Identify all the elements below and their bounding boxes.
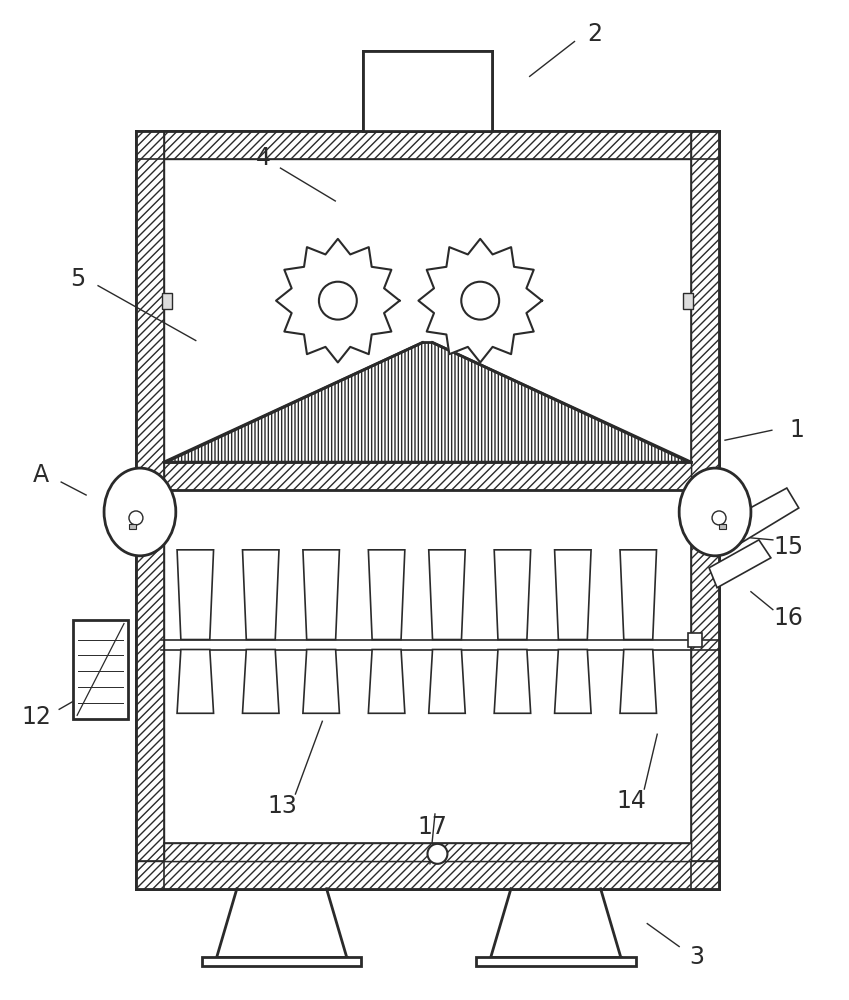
Bar xyxy=(129,524,136,529)
Bar xyxy=(136,131,719,159)
Circle shape xyxy=(129,511,143,525)
Polygon shape xyxy=(494,550,531,640)
Polygon shape xyxy=(166,343,689,462)
Polygon shape xyxy=(554,650,591,713)
Bar xyxy=(164,843,691,861)
Text: 2: 2 xyxy=(587,22,602,46)
Polygon shape xyxy=(620,650,656,713)
Text: 12: 12 xyxy=(21,705,51,729)
Circle shape xyxy=(428,844,447,864)
Ellipse shape xyxy=(104,468,176,556)
Bar xyxy=(202,957,362,966)
Text: 16: 16 xyxy=(774,606,804,630)
Bar xyxy=(164,462,691,490)
Polygon shape xyxy=(243,650,279,713)
Polygon shape xyxy=(620,550,656,640)
Polygon shape xyxy=(429,550,465,640)
Bar xyxy=(363,51,492,131)
Bar xyxy=(162,293,171,309)
Text: 1: 1 xyxy=(790,418,804,442)
Text: 15: 15 xyxy=(773,535,804,559)
Bar xyxy=(683,293,693,309)
Bar xyxy=(476,957,636,966)
Polygon shape xyxy=(243,550,279,640)
Text: 3: 3 xyxy=(689,945,705,969)
Polygon shape xyxy=(177,550,214,640)
Polygon shape xyxy=(429,650,465,713)
Polygon shape xyxy=(419,239,542,362)
Circle shape xyxy=(712,511,726,525)
Polygon shape xyxy=(554,550,591,640)
Text: 4: 4 xyxy=(256,146,271,170)
Polygon shape xyxy=(368,550,405,640)
Bar xyxy=(164,490,691,861)
Polygon shape xyxy=(276,239,400,362)
Text: 5: 5 xyxy=(70,267,86,291)
Bar xyxy=(73,620,128,719)
Bar xyxy=(136,131,164,889)
Bar xyxy=(136,861,719,889)
Text: A: A xyxy=(33,463,49,487)
Polygon shape xyxy=(709,540,771,588)
Polygon shape xyxy=(303,650,340,713)
Polygon shape xyxy=(494,650,531,713)
Circle shape xyxy=(319,282,357,320)
Text: 17: 17 xyxy=(417,815,447,839)
Bar xyxy=(719,524,726,529)
Polygon shape xyxy=(303,550,340,640)
Text: 13: 13 xyxy=(267,794,297,818)
Text: 14: 14 xyxy=(616,789,646,813)
Bar xyxy=(689,633,702,647)
Polygon shape xyxy=(368,650,405,713)
Polygon shape xyxy=(177,650,214,713)
Circle shape xyxy=(461,282,499,320)
Bar xyxy=(691,131,719,889)
Bar xyxy=(136,131,719,889)
Polygon shape xyxy=(719,488,799,548)
Ellipse shape xyxy=(679,468,751,556)
